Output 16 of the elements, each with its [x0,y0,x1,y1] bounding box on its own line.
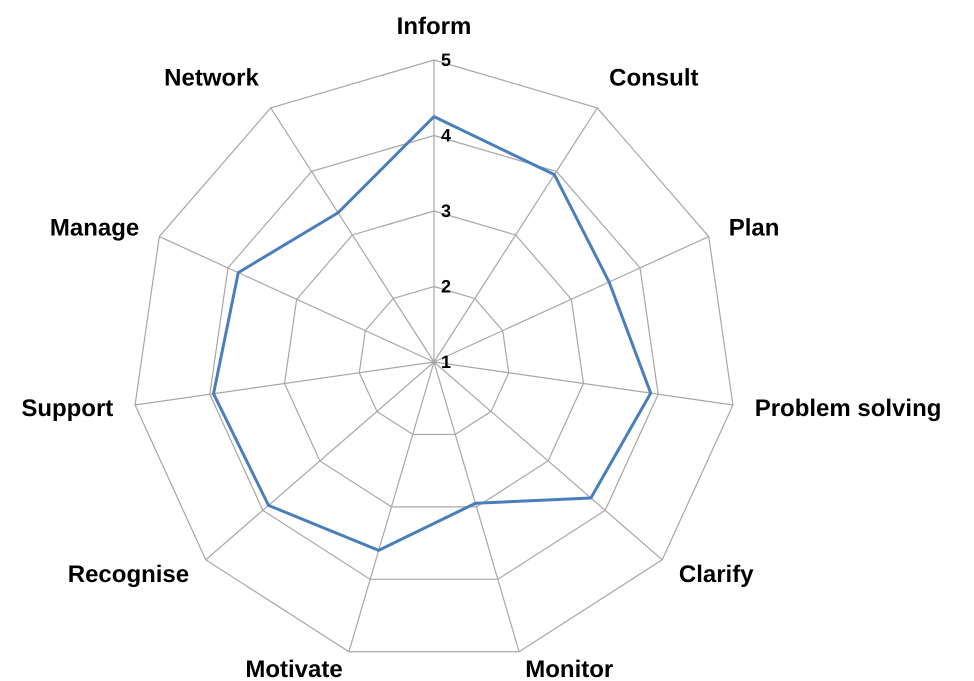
y-tick-label: 2 [440,276,452,296]
spoke-label: Network [164,64,260,92]
spoke-label: Monitor [525,656,614,681]
spoke-label: Consult [609,64,698,92]
y-tick-label: 1 [440,352,452,372]
y-tick-label: 5 [440,50,452,70]
spoke-label: Motivate [245,656,343,681]
spoke-label: Plan [728,214,780,242]
spoke-label: Inform [396,13,472,40]
spoke-label: Recognise [68,561,190,588]
y-tick-label: 3 [440,201,452,221]
y-tick-label: 4 [440,126,452,146]
spoke-label: Manage [50,214,140,242]
spoke-label: Support [21,395,114,422]
spoke-label: Problem solving [754,395,942,422]
spoke-label: Clarify [678,561,754,588]
